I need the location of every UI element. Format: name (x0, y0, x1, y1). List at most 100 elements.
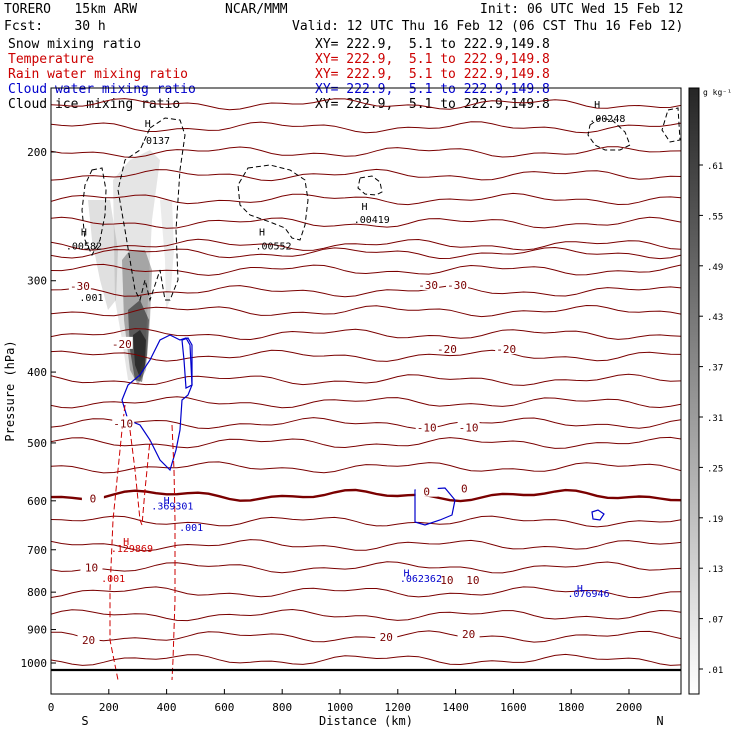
colorbar-label: .37 (707, 364, 723, 374)
temperature-label-bg (457, 626, 480, 639)
x-tick-label: 1000 (327, 701, 354, 714)
temperature-label: -10 (459, 421, 479, 434)
temperature-label-bg (80, 560, 103, 573)
y-tick-label: 300 (27, 275, 47, 288)
y-tick-label: 600 (27, 495, 47, 508)
x-axis-label: Distance (km) (319, 714, 413, 728)
colorbar-label: .43 (707, 313, 723, 323)
maximum-label: .001 (179, 523, 203, 534)
temperature-label: -30 (418, 279, 438, 292)
y-tick-label: 200 (27, 146, 47, 159)
isotherm-line (51, 349, 681, 362)
temperature-label: 20 (462, 628, 475, 641)
temperature-label: 20 (82, 634, 95, 647)
isotherm-line (51, 146, 681, 158)
temperature-label: 0 (90, 493, 97, 506)
temperature-label-bg (495, 342, 518, 355)
temperature-label: -10 (417, 421, 437, 434)
x-tick-label: 1600 (500, 701, 527, 714)
temperature-label-bg (77, 632, 100, 645)
temperature-label: -30 (447, 279, 467, 292)
maximum-label: .00582 (66, 242, 102, 253)
isotherm-line (51, 216, 681, 229)
temperature-label-bg (415, 420, 438, 433)
maximum-label: .062362 (400, 574, 442, 585)
maximum-label: .0137 (140, 136, 170, 147)
temperature-label-bg (104, 32, 126, 44)
temperature-label: 10 (85, 561, 98, 574)
temperature-label-bg (446, 277, 469, 290)
colorbar: g kg⁻¹ .61 .55 .49 .43 .37 .31 .25 .19 .13 .07 .01 (688, 87, 732, 695)
maximum-label: H (81, 227, 87, 238)
y-tick-label: 1000 (21, 657, 48, 670)
cloud-ice-contours (81, 107, 681, 302)
isotherm-line (51, 10, 681, 21)
axes: 0 200 400 600 800 1000 1200 1400 1600 1800 2000200… (3, 146, 664, 728)
plot-frame (50, 87, 682, 695)
x-tick-label: 0 (48, 701, 55, 714)
colorbar-label: .61 (707, 162, 723, 172)
field-xy-rain: XY= 222.9, 5.1 to 222.9,149.8 (315, 67, 550, 82)
isotherm-line (51, 396, 681, 409)
forecast-hour: Fcst: 30 h (4, 19, 106, 34)
isotherm-line (51, 192, 681, 206)
isotherm-line (51, 33, 681, 44)
temperature-label-bg (435, 573, 458, 586)
isotherm-line (51, 461, 681, 474)
isotherm-line (51, 653, 681, 666)
center-label: NCAR/MMM (225, 2, 288, 17)
isotherm-line (51, 417, 681, 430)
isotherm-line (51, 238, 681, 251)
y-tick-label: 700 (27, 544, 47, 557)
isotherm-line (51, 586, 681, 599)
isotherm-line (51, 608, 681, 622)
colorbar-scale (688, 87, 700, 695)
isotherm-line (51, 436, 681, 449)
isotherm-line (51, 246, 681, 260)
cloud-water-contours (121, 334, 605, 526)
maximum-label: .076946 (567, 589, 609, 600)
rain-contours (109, 404, 176, 681)
x-tick-label: 600 (214, 701, 234, 714)
contour-labels: -60 -30 -30 -30 -20 -20 -20 -10 -10 -10 0 0 0 10 10 10 2… (66, 32, 625, 647)
temperature-label-bg (112, 416, 135, 429)
field-xy-snow: XY= 222.9, 5.1 to 222.9,149.8 (315, 37, 550, 52)
temperature-label-bg (417, 277, 440, 290)
isotherm-line (51, 304, 681, 318)
temperature-label: 0 (423, 486, 430, 499)
temperature-label-bg (68, 278, 91, 291)
x-end-left-label: S (81, 714, 88, 728)
colorbar-label: .01 (707, 666, 723, 676)
temperature-label-bg (375, 630, 398, 643)
maximum-label: .001 (101, 574, 125, 585)
maximum-label: H (123, 537, 129, 548)
colorbar-label: .31 (707, 414, 723, 424)
maximum-label: H (145, 119, 151, 130)
temperature-label: 10 (466, 574, 479, 587)
temperature-label: -10 (113, 417, 133, 430)
maximum-label: H (594, 100, 600, 111)
isotherm-line (51, 263, 681, 276)
temperature-label-bg (81, 491, 104, 504)
freezing-level-line (51, 488, 681, 503)
temperature-label: 0 (461, 482, 468, 495)
valid-time: Valid: 12 UTC Thu 16 Feb 12 (06 CST Thu … (292, 19, 684, 34)
init-time: Init: 06 UTC Wed 15 Feb 12 (480, 2, 684, 17)
y-tick-label: 800 (27, 586, 47, 599)
maximum-label: H (164, 496, 170, 507)
temperature-label: 20 (380, 631, 393, 644)
temperature-label-bg (461, 573, 484, 586)
temperature-label-bg (457, 420, 480, 433)
maximum-label: .001 (79, 293, 103, 304)
colorbar-label: .55 (707, 212, 723, 222)
isotherm-line (51, 168, 681, 182)
y-axis-label: Pressure (hPa) (3, 340, 17, 441)
isotherm-line (51, 55, 681, 66)
x-tick-label: 400 (157, 701, 177, 714)
x-end-right-label: N (656, 714, 663, 728)
field-xy-temperature: XY= 222.9, 5.1 to 222.9,149.8 (315, 52, 550, 67)
y-tick-label: 500 (27, 437, 47, 450)
colorbar-label: .19 (707, 515, 723, 525)
temperature-label-bg (453, 481, 476, 494)
x-tick-label: 1400 (442, 701, 469, 714)
